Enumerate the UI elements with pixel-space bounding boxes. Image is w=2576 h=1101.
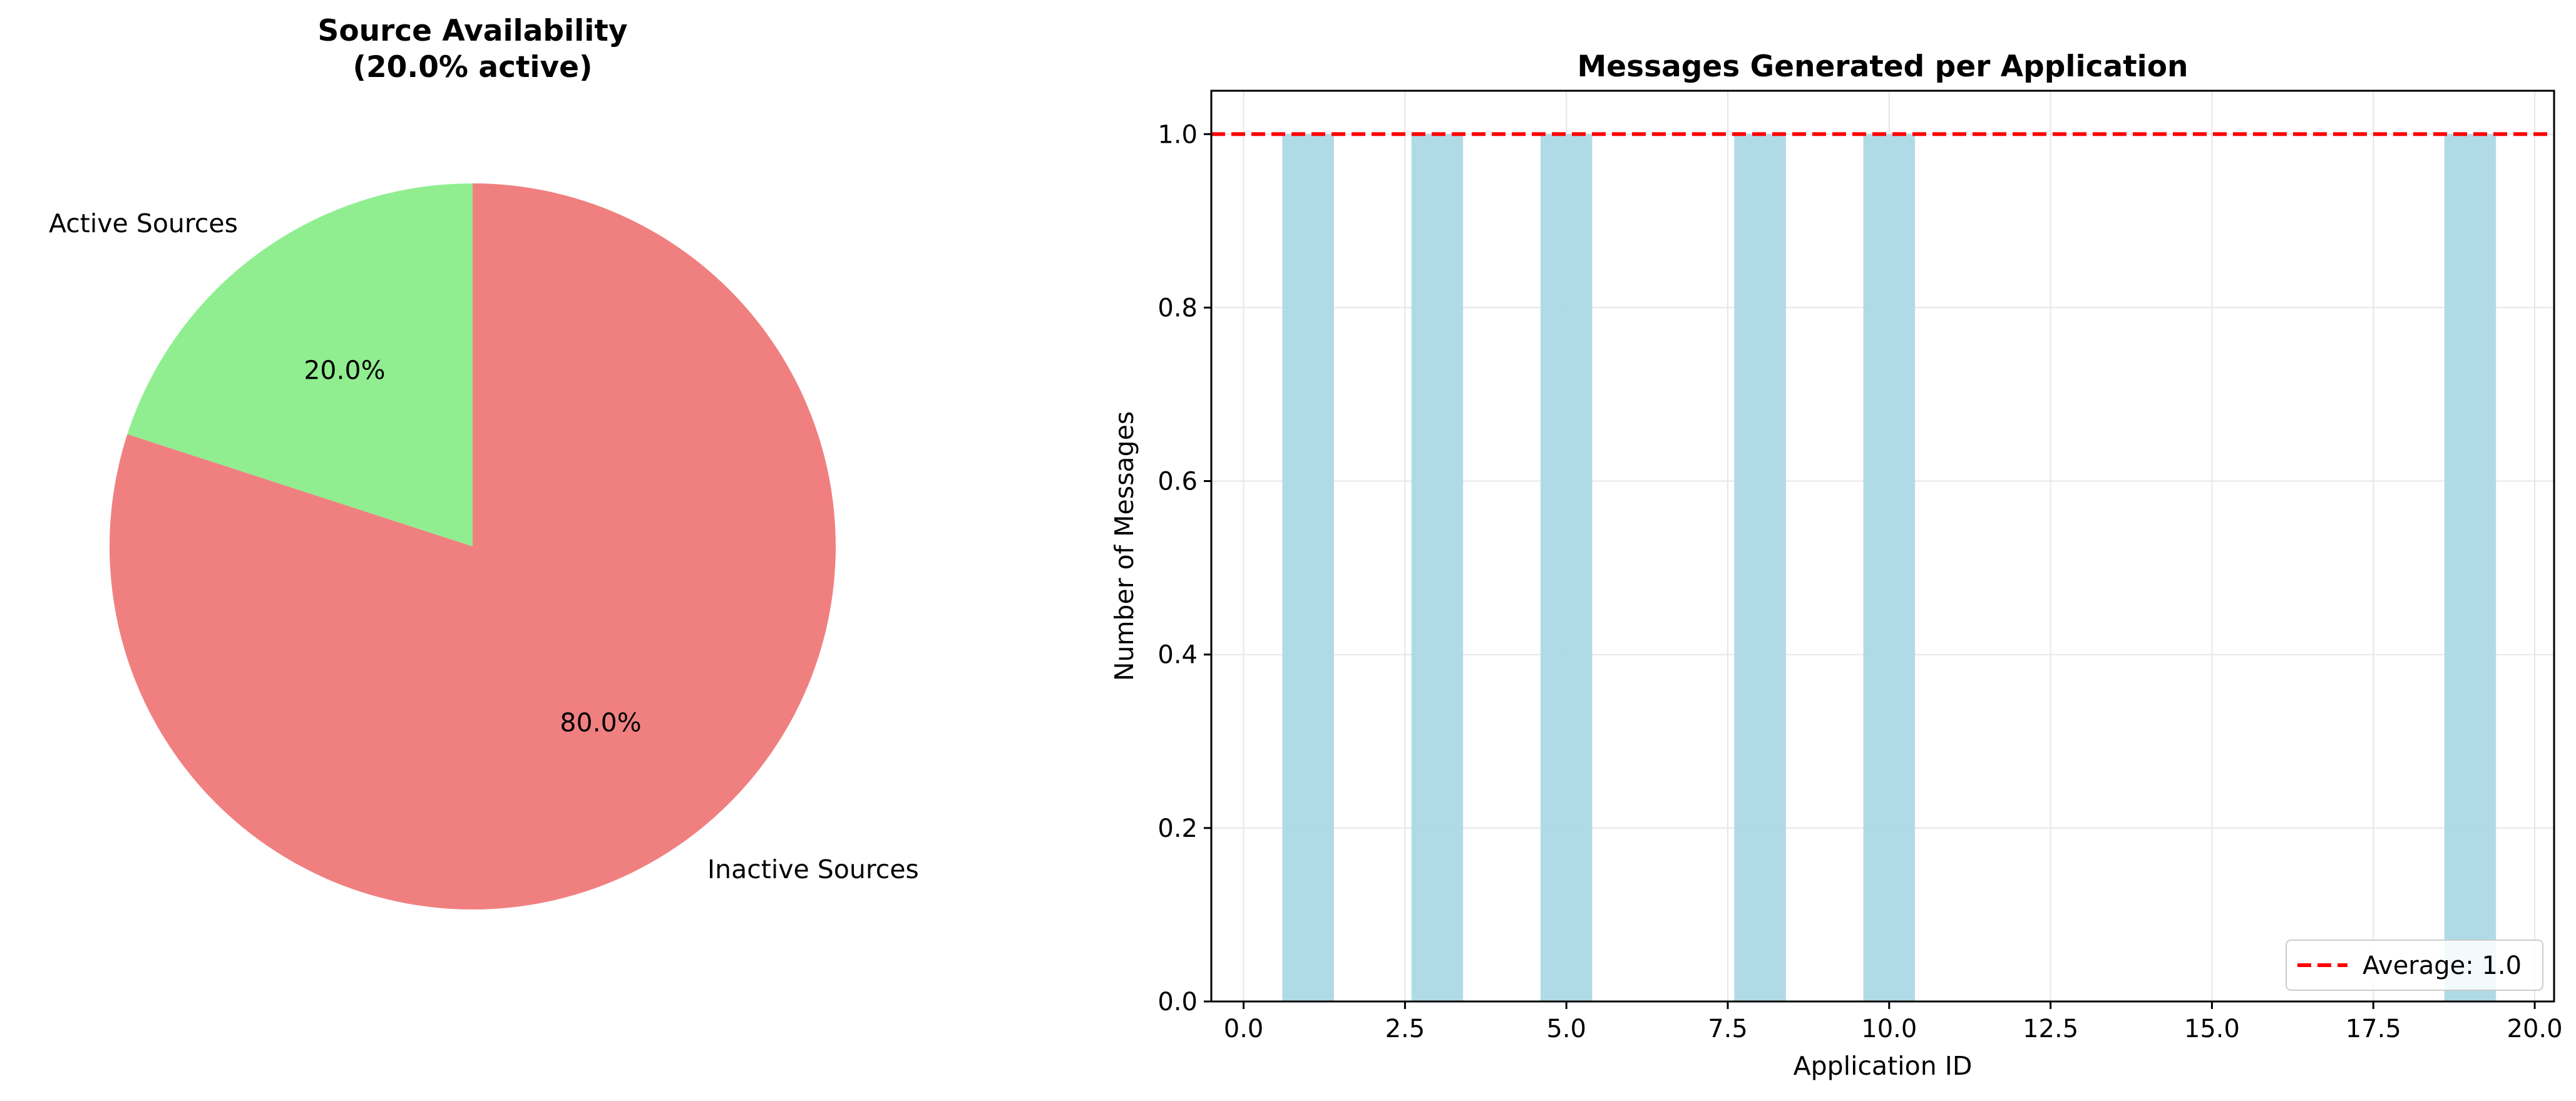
pie-chart-title-line-2: (20.0% active) — [352, 50, 592, 84]
y-tick-label: 0.6 — [1157, 468, 1198, 496]
pie-chart-title: Source Availability — [318, 14, 628, 48]
pie-label-active-sources: Active Sources — [49, 208, 238, 238]
x-tick-label: 17.5 — [2346, 1015, 2401, 1043]
pie-chart-panel: Source Availability (20.0% active) Activ… — [49, 14, 919, 909]
x-tick-label: 15.0 — [2184, 1015, 2240, 1043]
x-tick-label: 10.0 — [1861, 1015, 1917, 1043]
bar-chart-panel: Messages Generated per Application 0.0 2.… — [1109, 49, 2563, 1081]
x-tick-label: 0.0 — [1224, 1015, 1264, 1043]
x-tick-label: 2.5 — [1385, 1015, 1425, 1043]
y-tick-label: 0.2 — [1157, 814, 1198, 843]
y-tick-label: 0.0 — [1157, 988, 1198, 1017]
y-tick-label: 0.4 — [1157, 641, 1198, 670]
bar-app-19 — [2444, 134, 2496, 1001]
y-tick-label: 1.0 — [1157, 120, 1198, 149]
bar-chart-title: Messages Generated per Application — [1577, 49, 2188, 84]
pie-slice-active-sources — [127, 183, 473, 546]
bar-app-8 — [1734, 134, 1786, 1001]
pie-slices — [110, 183, 836, 909]
pie-pct-inactive-sources: 80.0% — [560, 708, 641, 738]
x-tick-label: 20.0 — [2507, 1015, 2563, 1043]
x-tick-label: 12.5 — [2023, 1015, 2078, 1043]
pie-slice-inactive-sources — [110, 183, 836, 909]
y-axis-label: Number of Messages — [1109, 411, 1139, 681]
y-tick-label: 0.8 — [1157, 294, 1198, 322]
plot-area-frame — [1210, 90, 2555, 1003]
legend: Average: 1.0 — [2286, 940, 2543, 991]
legend-box — [2286, 940, 2543, 991]
pie-pct-active-sources: 20.0% — [304, 355, 385, 385]
pie-labels: Active Sources 20.0% Inactive Sources 80.0% — [49, 208, 919, 884]
x-axis-ticks: 0.0 2.5 5.0 7.5 10.0 12.5 15.0 17.5 20.0 — [1224, 1001, 2563, 1043]
legend-average-label: Average: 1.0 — [2363, 951, 2522, 980]
bars — [1282, 134, 2496, 1001]
bar-app-1 — [1282, 134, 1334, 1001]
x-tick-label: 7.5 — [1708, 1015, 1748, 1043]
bar-app-10 — [1863, 134, 1916, 1001]
bar-app-3 — [1411, 134, 1464, 1001]
x-tick-label: 5.0 — [1546, 1015, 1586, 1043]
y-axis-ticks: 0.0 0.2 0.4 0.6 0.8 1.0 — [1157, 120, 1211, 1017]
x-axis-label: Application ID — [1793, 1051, 1973, 1081]
pie-label-inactive-sources: Inactive Sources — [707, 854, 919, 884]
bar-app-5 — [1540, 134, 1593, 1001]
